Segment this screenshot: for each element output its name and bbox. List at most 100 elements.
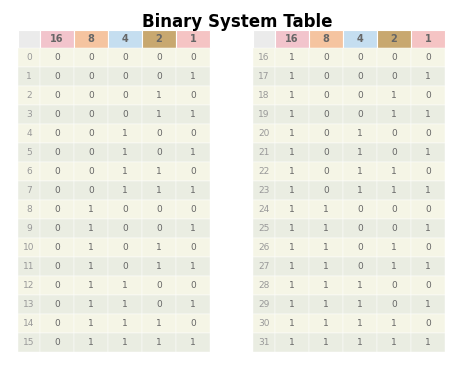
Bar — [108, 219, 142, 238]
Text: 0: 0 — [425, 243, 431, 252]
Bar — [176, 67, 210, 86]
Text: 1: 1 — [289, 262, 295, 271]
Text: 1: 1 — [323, 300, 329, 309]
Bar — [142, 295, 176, 314]
Text: 0: 0 — [88, 186, 94, 195]
Bar — [377, 48, 411, 67]
Bar — [74, 276, 108, 295]
Text: 30: 30 — [258, 319, 270, 328]
Bar — [40, 30, 74, 48]
Bar — [18, 200, 40, 219]
Bar — [18, 333, 40, 352]
Text: 1: 1 — [190, 262, 196, 271]
Bar — [18, 238, 40, 257]
Text: 1: 1 — [88, 300, 94, 309]
Text: 0: 0 — [357, 91, 363, 100]
Bar — [176, 48, 210, 67]
Text: 0: 0 — [190, 205, 196, 214]
Bar — [377, 143, 411, 162]
Text: 0: 0 — [54, 262, 60, 271]
Bar — [253, 86, 275, 105]
Text: 0: 0 — [323, 72, 329, 81]
Bar — [108, 86, 142, 105]
Bar — [411, 67, 445, 86]
Text: 1: 1 — [156, 186, 162, 195]
Text: 1: 1 — [357, 281, 363, 290]
Bar — [411, 295, 445, 314]
Bar — [176, 162, 210, 181]
Text: 1: 1 — [391, 262, 397, 271]
Text: 0: 0 — [391, 224, 397, 233]
Text: 0: 0 — [323, 91, 329, 100]
Bar — [253, 295, 275, 314]
Text: 0: 0 — [357, 72, 363, 81]
Bar — [377, 105, 411, 124]
Text: 0: 0 — [156, 72, 162, 81]
Bar — [411, 333, 445, 352]
Text: 1: 1 — [289, 338, 295, 347]
Bar — [411, 257, 445, 276]
Text: 1: 1 — [323, 243, 329, 252]
Bar — [309, 124, 343, 143]
Text: 0: 0 — [190, 319, 196, 328]
Text: 20: 20 — [258, 129, 270, 138]
Text: 1: 1 — [156, 319, 162, 328]
Bar — [74, 124, 108, 143]
Bar — [343, 143, 377, 162]
Text: 0: 0 — [54, 281, 60, 290]
Text: 0: 0 — [54, 148, 60, 157]
Text: 24: 24 — [258, 205, 270, 214]
Bar — [309, 257, 343, 276]
Bar — [275, 67, 309, 86]
Bar — [108, 295, 142, 314]
Text: 0: 0 — [54, 319, 60, 328]
Text: 0: 0 — [323, 110, 329, 119]
Bar — [40, 200, 74, 219]
Text: 0: 0 — [156, 300, 162, 309]
Text: 1: 1 — [88, 224, 94, 233]
Bar — [275, 86, 309, 105]
Text: 1: 1 — [289, 148, 295, 157]
Bar — [309, 86, 343, 105]
Text: 5: 5 — [26, 148, 32, 157]
Bar — [18, 257, 40, 276]
Bar — [108, 162, 142, 181]
Bar — [142, 219, 176, 238]
Bar — [142, 124, 176, 143]
Text: 1: 1 — [190, 338, 196, 347]
Text: 3: 3 — [26, 110, 32, 119]
Text: 0: 0 — [54, 129, 60, 138]
Bar — [74, 143, 108, 162]
Text: 0: 0 — [425, 205, 431, 214]
Text: 0: 0 — [391, 281, 397, 290]
Text: 25: 25 — [258, 224, 270, 233]
Bar — [108, 276, 142, 295]
Bar — [176, 200, 210, 219]
Text: 0: 0 — [357, 224, 363, 233]
Bar — [253, 143, 275, 162]
Text: 0: 0 — [54, 300, 60, 309]
Text: 1: 1 — [391, 110, 397, 119]
Bar — [176, 276, 210, 295]
Bar — [74, 200, 108, 219]
Text: 0: 0 — [391, 53, 397, 62]
Text: 1: 1 — [323, 205, 329, 214]
Bar — [309, 238, 343, 257]
Text: 1: 1 — [357, 300, 363, 309]
Bar — [18, 295, 40, 314]
Text: 1: 1 — [122, 300, 128, 309]
Bar — [40, 143, 74, 162]
Text: 0: 0 — [190, 53, 196, 62]
Bar — [343, 67, 377, 86]
Bar — [40, 48, 74, 67]
Bar — [40, 314, 74, 333]
Text: 1: 1 — [289, 110, 295, 119]
Text: 0: 0 — [190, 129, 196, 138]
Bar — [343, 257, 377, 276]
Text: 1: 1 — [391, 186, 397, 195]
Bar — [411, 238, 445, 257]
Bar — [309, 314, 343, 333]
Bar — [253, 238, 275, 257]
Bar — [40, 219, 74, 238]
Bar — [40, 295, 74, 314]
